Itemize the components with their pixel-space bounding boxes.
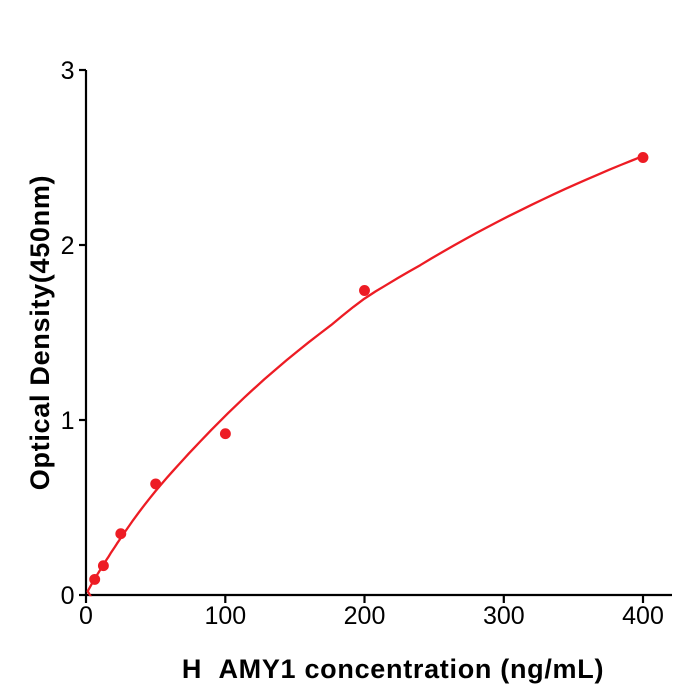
- svg-text:3: 3: [61, 57, 75, 85]
- svg-text:0: 0: [79, 602, 93, 630]
- svg-text:100: 100: [204, 602, 246, 630]
- svg-text:200: 200: [344, 602, 386, 630]
- svg-text:300: 300: [483, 602, 525, 630]
- svg-text:400: 400: [622, 602, 664, 630]
- svg-text:2: 2: [61, 232, 75, 260]
- svg-text:Optical Density(450nm): Optical Density(450nm): [25, 175, 55, 491]
- svg-text:1: 1: [61, 407, 75, 435]
- svg-text:0: 0: [61, 582, 75, 610]
- svg-text:H AMY1 concentration (ng/mL): H AMY1 concentration (ng/mL): [182, 654, 604, 684]
